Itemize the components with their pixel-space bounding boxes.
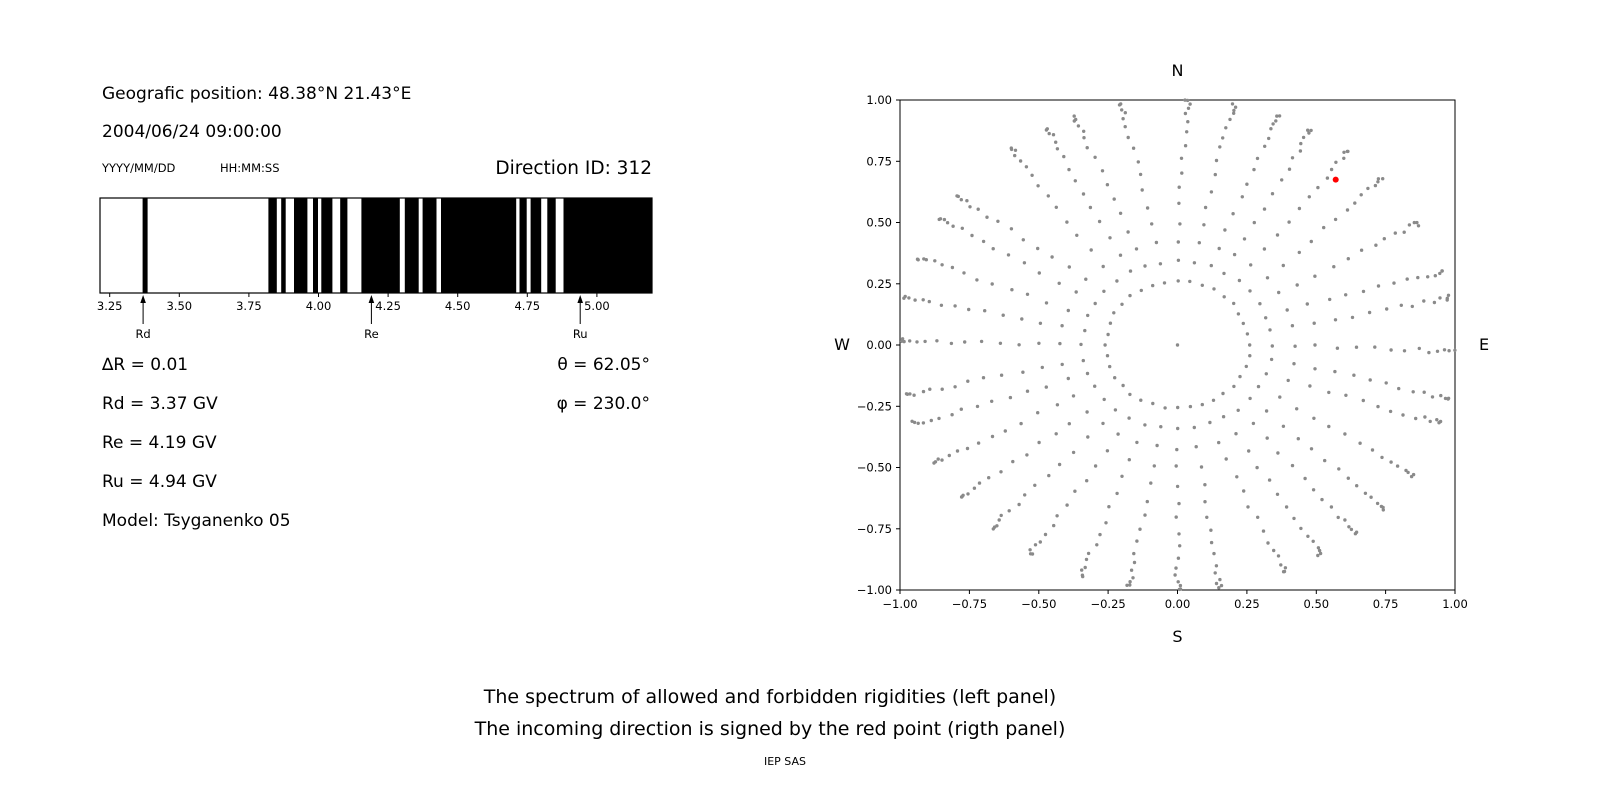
model-value: Model: Tsyganenko 05 bbox=[102, 511, 291, 531]
svg-text:Rd: Rd bbox=[135, 327, 150, 341]
svg-text:−1.00: −1.00 bbox=[857, 583, 892, 597]
compass-south: S bbox=[1172, 627, 1182, 646]
datetime-label: 2004/06/24 09:00:00 bbox=[102, 122, 282, 142]
svg-text:1.00: 1.00 bbox=[866, 93, 892, 107]
svg-text:4.75: 4.75 bbox=[514, 299, 540, 313]
rd-value: Rd = 3.37 GV bbox=[102, 394, 218, 414]
svg-text:−0.50: −0.50 bbox=[857, 461, 892, 475]
svg-text:−0.75: −0.75 bbox=[857, 522, 892, 536]
direction-grid-dots bbox=[899, 98, 1457, 592]
geographic-position-label: Geografic position: 48.38°N 21.43°E bbox=[102, 84, 412, 104]
compass-west: W bbox=[834, 335, 850, 354]
phi-value: φ = 230.0° bbox=[556, 394, 650, 414]
caption-line-1: The spectrum of allowed and forbidden ri… bbox=[483, 686, 1057, 708]
red-point bbox=[1332, 176, 1339, 183]
caption-line-2: The incoming direction is signed by the … bbox=[474, 718, 1066, 740]
compass-labels: N S W E bbox=[834, 61, 1489, 646]
svg-text:3.25: 3.25 bbox=[97, 299, 123, 313]
svg-text:0.00: 0.00 bbox=[866, 338, 892, 352]
svg-text:0.25: 0.25 bbox=[1234, 597, 1260, 611]
direction-map-chart: −1.00 −0.75 −0.50 −0.25 0.00 0.25 0.50 0.75 1.00… bbox=[834, 61, 1489, 646]
svg-text:−1.00: −1.00 bbox=[882, 597, 917, 611]
credit-label: IEP SAS bbox=[763, 755, 807, 768]
svg-text:0.25: 0.25 bbox=[866, 277, 892, 291]
svg-text:4.50: 4.50 bbox=[445, 299, 471, 313]
svg-text:−0.25: −0.25 bbox=[1090, 597, 1125, 611]
date-format-label: YYYY/MM/DD bbox=[102, 161, 176, 175]
direction-id-label: Direction ID: 312 bbox=[495, 158, 652, 179]
svg-text:−0.25: −0.25 bbox=[857, 399, 892, 413]
delta-r-value: ∆R = 0.01 bbox=[102, 355, 189, 375]
svg-text:0.00: 0.00 bbox=[1165, 597, 1191, 611]
svg-text:Re: Re bbox=[364, 327, 379, 341]
svg-text:−0.50: −0.50 bbox=[1021, 597, 1056, 611]
svg-text:4.25: 4.25 bbox=[375, 299, 401, 313]
time-format-label: HH:MM:SS bbox=[220, 161, 280, 175]
svg-text:5.00: 5.00 bbox=[584, 299, 610, 313]
svg-text:3.50: 3.50 bbox=[166, 299, 192, 313]
spectrum-x-ticks: 3.25 3.50 3.75 4.00 4.25 4.50 4.75 5.00 bbox=[97, 293, 610, 313]
svg-text:1.00: 1.00 bbox=[1442, 597, 1468, 611]
svg-text:0.50: 0.50 bbox=[866, 216, 892, 230]
spectrum-frame bbox=[99, 197, 653, 294]
svg-text:Ru: Ru bbox=[573, 327, 588, 341]
allowed-bands bbox=[142, 198, 652, 293]
direction-axis-ticks: −1.00 −0.75 −0.50 −0.25 0.00 0.25 0.50 0.75 1.00… bbox=[857, 93, 1468, 611]
compass-north: N bbox=[1172, 61, 1184, 80]
svg-text:0.50: 0.50 bbox=[1303, 597, 1329, 611]
compass-east: E bbox=[1479, 335, 1489, 354]
svg-text:0.75: 0.75 bbox=[1373, 597, 1399, 611]
svg-text:4.00: 4.00 bbox=[306, 299, 332, 313]
re-value: Re = 4.19 GV bbox=[102, 433, 217, 453]
theta-value: θ = 62.05° bbox=[557, 355, 650, 375]
ru-value: Ru = 4.94 GV bbox=[102, 472, 217, 492]
cutoff-markers: Rd Re Ru bbox=[135, 295, 588, 341]
svg-text:−0.75: −0.75 bbox=[952, 597, 987, 611]
rigidity-spectrum-chart: 3.25 3.50 3.75 4.00 4.25 4.50 4.75 5.00 Rd Re Ru bbox=[97, 197, 653, 341]
svg-text:3.75: 3.75 bbox=[236, 299, 262, 313]
svg-text:0.75: 0.75 bbox=[866, 154, 892, 168]
